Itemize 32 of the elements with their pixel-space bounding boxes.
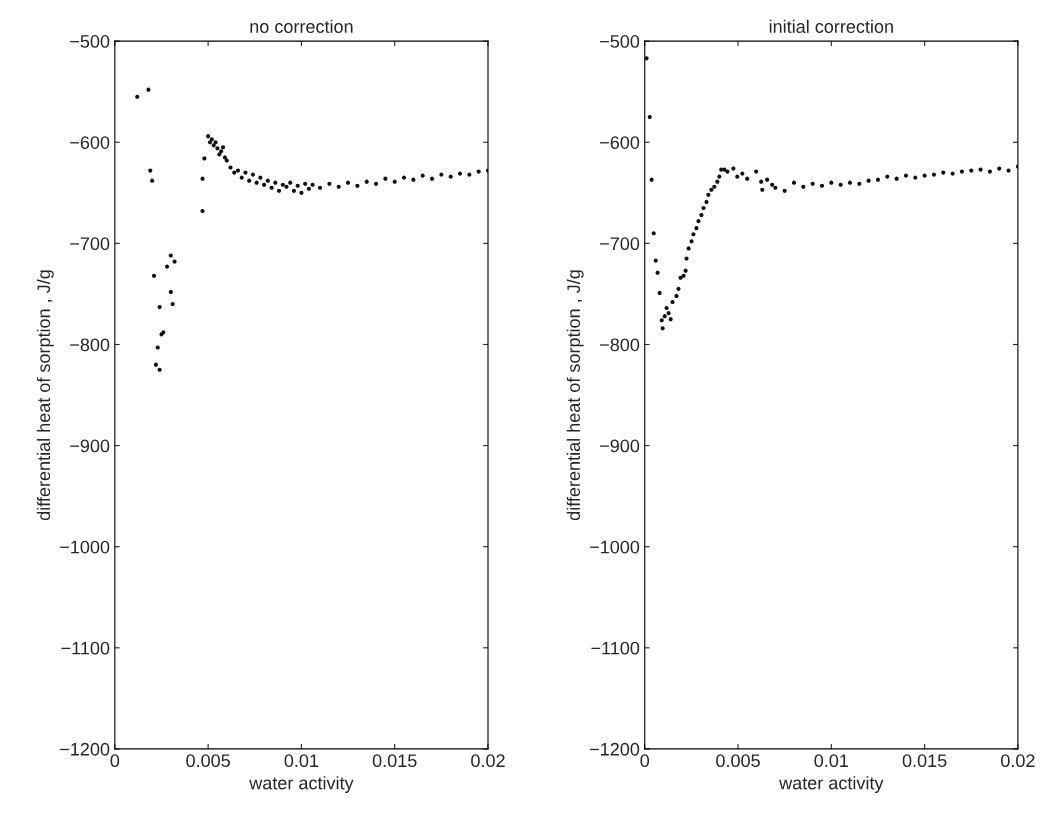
chart-title: no correction: [250, 19, 353, 33]
y-tick-label: −500: [70, 35, 110, 48]
x-tick-label: 0.02: [471, 754, 505, 768]
y-tick-label: −1100: [591, 641, 640, 655]
y-tick-label: −700: [70, 237, 110, 251]
x-tick-label: 0.02: [1001, 754, 1035, 768]
x-tick-label: 0: [640, 754, 650, 768]
x-tick-label: 0.005: [716, 754, 760, 768]
x-tick-label: 0.015: [902, 754, 947, 768]
y-tick-label: −1100: [61, 641, 110, 655]
y-tick-label: −1000: [60, 540, 110, 554]
y-axis-title: differential heat of sorption , J/g: [36, 270, 54, 521]
y-tick-label: −500: [600, 35, 640, 48]
y-tick-label: −800: [600, 338, 640, 352]
chart-title: initial correction: [769, 19, 893, 33]
x-axis-title: water activity: [779, 776, 884, 794]
y-tick-label: −600: [600, 136, 640, 149]
y-tick-label: −700: [600, 237, 640, 251]
y-tick-label: −900: [70, 439, 110, 453]
y-tick-label: −1200: [60, 742, 110, 756]
y-tick-label: −900: [600, 439, 640, 453]
y-tick-label: −600: [70, 136, 110, 149]
y-tick-label: −800: [70, 338, 110, 352]
x-tick-label: 0: [110, 754, 120, 768]
x-axis-title: water activity: [249, 776, 354, 794]
y-tick-label: −1200: [590, 742, 640, 756]
y-axis-title: differential heat of sorption , J/g: [566, 270, 584, 521]
x-tick-label: 0.005: [186, 754, 230, 768]
x-tick-label: 0.01: [284, 754, 319, 768]
x-tick-label: 0.015: [372, 754, 417, 768]
y-tick-label: −1000: [590, 540, 640, 554]
x-tick-label: 0.01: [814, 754, 849, 768]
